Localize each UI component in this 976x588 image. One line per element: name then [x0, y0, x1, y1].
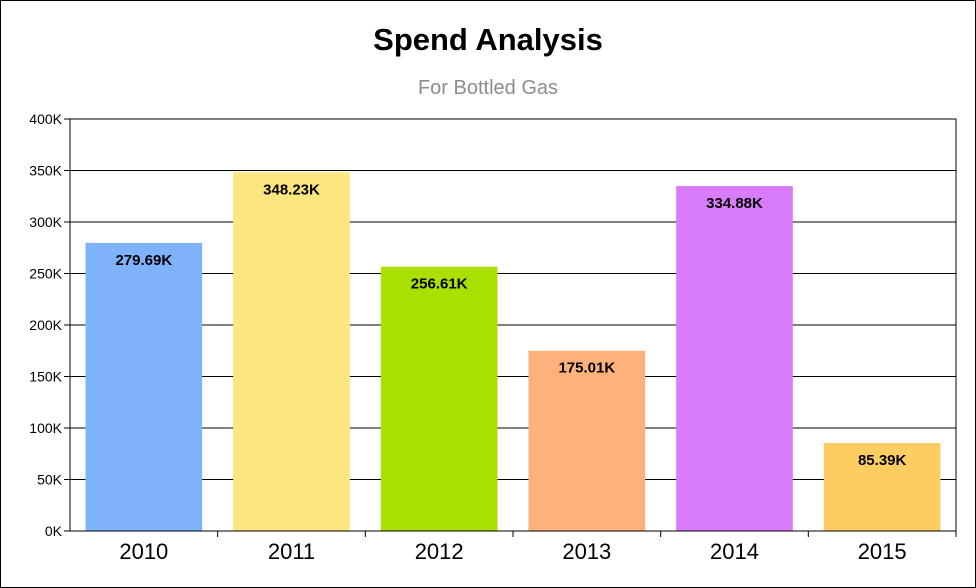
x-tick-label: 2012 — [415, 539, 464, 564]
data-label: 334.88K — [706, 195, 763, 212]
y-axis-ticks: 0K 50K 100K 150K 200K 250K 300K 350K 400K — [29, 111, 70, 539]
y-tick-label: 400K — [29, 111, 62, 127]
y-tick-label: 0K — [45, 523, 63, 539]
y-tick-label: 350K — [29, 163, 62, 179]
x-tick-label: 2014 — [710, 539, 759, 564]
bar-2011 — [233, 172, 350, 531]
y-tick-label: 250K — [29, 266, 62, 282]
data-label: 348.23K — [263, 181, 320, 198]
y-tick-label: 300K — [29, 214, 62, 230]
x-axis-ticks: 2010 2011 2012 2013 2014 2015 — [119, 531, 957, 564]
x-tick-label: 2015 — [858, 539, 907, 564]
data-label: 279.69K — [115, 252, 172, 269]
bar-2013 — [528, 350, 646, 531]
x-tick-label: 2013 — [562, 539, 611, 564]
bar-2010 — [85, 242, 203, 531]
y-tick-label: 200K — [29, 317, 62, 333]
grid-lines — [70, 118, 956, 532]
x-tick-label: 2010 — [119, 539, 168, 564]
y-tick-label: 100K — [29, 420, 62, 436]
x-tick-label: 2011 — [268, 539, 315, 564]
data-label: 175.01K — [558, 360, 615, 377]
chart-title: Spend Analysis — [373, 22, 603, 57]
y-tick-label: 150K — [29, 369, 62, 385]
bar-2012 — [380, 266, 498, 531]
bar-2015 — [823, 443, 941, 531]
bars — [85, 172, 941, 531]
data-label: 85.39K — [858, 452, 907, 469]
bar-2014 — [676, 186, 793, 531]
chart-subtitle: For Bottled Gas — [417, 77, 559, 99]
data-label: 256.61K — [411, 276, 468, 293]
data-labels: 279.69K 348.23K 256.61K 175.01K 334.88K 85.39… — [115, 181, 906, 469]
y-tick-label: 50K — [37, 472, 63, 488]
